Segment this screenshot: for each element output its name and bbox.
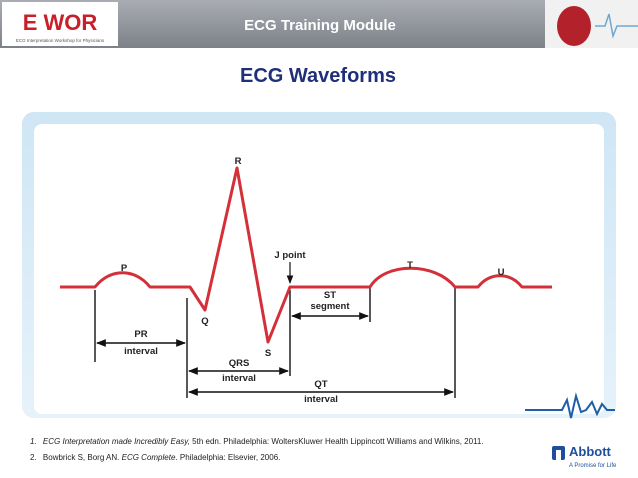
abbott-tagline: A Promise for Life: [569, 463, 617, 469]
qrs-label: interval: [222, 373, 256, 384]
logo-box: [2, 2, 118, 46]
slide-title: ECG Waveforms: [240, 65, 396, 87]
wave-label: P: [121, 263, 128, 274]
st-label: ST: [324, 290, 336, 301]
abbott-brand: Abbott: [569, 444, 612, 459]
ref-text: . Philadelphia: Elsevier, 2006.: [175, 453, 280, 462]
decor-trace: [525, 392, 615, 419]
ref-text: 5th edn. Philadelphia: WoltersKluwer Hea…: [190, 437, 484, 446]
qrs-label: QRS: [229, 358, 250, 369]
qt-label: interval: [304, 394, 338, 405]
ref-number: 1.: [30, 437, 37, 446]
logo-text: E WOR: [23, 10, 98, 35]
wave-label: T: [407, 260, 413, 271]
guides: [94, 288, 456, 398]
heart-trace: [595, 13, 638, 39]
wave-label: U: [498, 267, 505, 278]
wave-label: S: [265, 348, 271, 359]
heart-shape: [557, 6, 591, 46]
wave-label: R: [235, 156, 242, 167]
wave-label: Q: [201, 316, 208, 327]
diagram-inner: [34, 124, 604, 414]
ecg-waveform: [60, 166, 552, 344]
reference: 2. Bowbrick S, Borg AN. ECG Complete. Ph…: [30, 453, 280, 462]
logo-subtitle: ECG Interpretation Workshop for Physicia…: [16, 38, 105, 43]
ref-number: 2.: [30, 453, 37, 462]
ref-text: Bowbrick S, Borg AN.: [43, 453, 122, 462]
header-title: ECG Training Module: [244, 17, 396, 34]
ref-italic: ECG Complete: [122, 453, 176, 462]
qt-label: QT: [314, 379, 327, 390]
ref-italic: ECG Interpretation made Incredibly Easy,: [43, 437, 190, 446]
st-label: segment: [310, 301, 350, 312]
j-point-label: J point: [274, 250, 306, 261]
abbott-mark-cut: [556, 450, 561, 460]
pr-label: interval: [124, 346, 158, 357]
reference: 1. ECG Interpretation made Incredibly Ea…: [30, 437, 484, 446]
pr-label: PR: [134, 329, 147, 340]
